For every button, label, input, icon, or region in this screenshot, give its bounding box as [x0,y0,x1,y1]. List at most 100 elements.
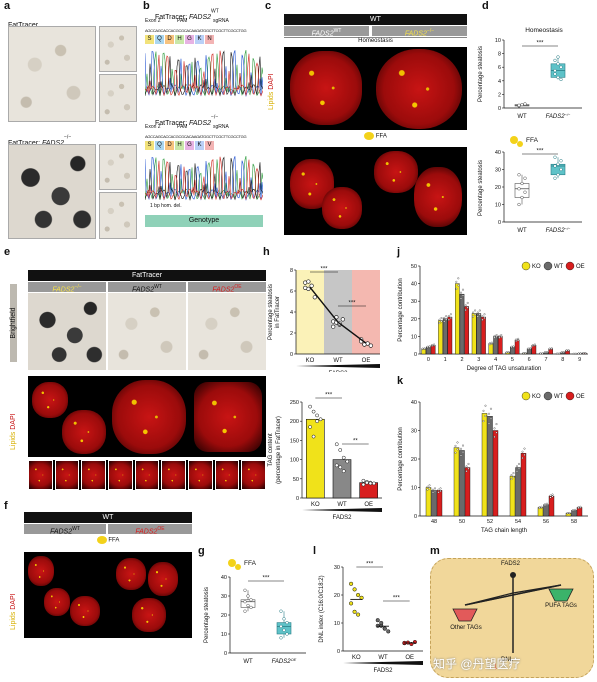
ffa-droplet-icon [96,536,107,544]
data-point [428,484,431,487]
data-point [467,467,470,470]
panel-f-side-label: Lipids DAPI [10,593,17,630]
panel-f-fluor-wt-3 [70,596,100,626]
data-point [431,344,434,346]
data-point [246,603,250,608]
panel-c-organoid-ko-ffa2 [414,167,462,227]
data-point [484,404,487,407]
data-point [365,480,369,485]
y-tick-label: 20 [495,185,501,191]
chromatogram-trace [145,50,263,97]
data-point [447,318,450,321]
data-point [315,413,319,418]
panel-g-chart: FFA 0 10 20 30 40 Percentage steatosis *** WT FAD… [204,559,306,665]
panel-e-fluor-wt [112,380,186,454]
data-point [531,344,534,346]
bar [493,336,498,355]
data-point [517,173,521,177]
data-point [361,478,366,483]
data-point [549,494,552,497]
watermark-text: 知乎 @丹望医疗 [433,657,521,671]
y-axis-label: Percentage steatosis [478,160,484,216]
data-point [438,322,441,325]
data-point [515,338,518,341]
data-point [309,283,314,288]
legend-marker [521,391,531,401]
data-point [512,345,515,348]
panel-e-zoom-tiles [28,460,267,490]
data-point [428,487,431,490]
panel-e-side-fluor-label: Lipids DAPI [10,413,17,450]
x-tick-label: 58 [571,519,577,525]
data-point [440,317,443,320]
data-point [579,505,582,508]
panel-label-j: j [397,246,401,258]
panel-f-header: WT [24,512,192,523]
panel-a-bottom-title: FatTracer; FADS2−/− [8,134,72,147]
amino-acid-box: K [195,141,204,150]
bar [571,510,577,517]
data-point [482,409,485,412]
chromatogram-trace [145,156,263,201]
panel-l-chart: 0 10 20 30 DNL index (C16:0/C18:2) *** *** KO WT… [319,562,423,674]
x-tick-label: WT [337,502,347,508]
panel-e-bf-ko [28,293,106,370]
panel-b-bottom-title: FatTracer; FADS2−/− [155,114,219,127]
data-point [510,345,513,348]
y-tick-label: 10 [411,486,417,492]
y-axis-label-line2: in FatTracer [275,296,281,328]
y-axis-label-line2: (percentage in FatTracer) [276,416,282,484]
bar [581,352,587,355]
y-axis-label-line1: Percentage steatosis [268,284,274,340]
data-point [356,592,361,598]
data-point [421,347,424,350]
data-point [556,352,559,355]
data-point [445,315,448,318]
data-point [495,431,498,434]
y-axis-label: DNL index (C16:0/C18:2) [319,575,325,642]
data-point [464,309,467,311]
data-point [488,422,490,425]
data-point [454,444,457,447]
amino-acid-box: N [205,35,214,44]
y-tick-label: 0 [498,220,501,226]
background-band [296,270,324,354]
data-point [465,465,468,468]
zoom-tile [161,460,187,490]
panel-m-left-label: Other TAGs [450,625,482,631]
data-point [483,317,486,319]
x-tick-label: 50 [459,519,465,525]
panel-e-fluor-oe [194,382,262,452]
data-point [433,343,436,346]
bar [447,316,453,355]
data-point [476,315,479,318]
bar [531,344,537,355]
zoom-tile [28,460,53,490]
x-tick-label: WT [517,114,527,120]
significance-label: *** [348,301,356,307]
data-point [510,474,513,477]
panel-a-top-title: FatTracer [8,14,96,29]
data-point [345,459,350,464]
panel-f-fluor-oe-3 [132,598,166,632]
data-point [456,448,459,451]
legend-label: KO [532,394,541,400]
data-point [460,454,462,457]
chromatogram-trace [145,50,263,97]
zoom-tile [54,460,80,490]
data-point [539,352,542,355]
trend-line [309,286,367,344]
bar [332,459,352,499]
x-tick-label: KO [352,655,361,661]
panel-label-k: k [397,375,404,387]
bar [421,348,427,355]
data-point [449,317,452,319]
panel-e-fluor-ko-2 [62,410,106,454]
data-point [553,72,557,76]
panel-i-chart: 0 50 100 150 200 250 TAG content (percentage in… [268,393,382,521]
data-point [432,491,434,494]
amino-acid-box: V [205,141,214,150]
data-point [516,465,518,468]
